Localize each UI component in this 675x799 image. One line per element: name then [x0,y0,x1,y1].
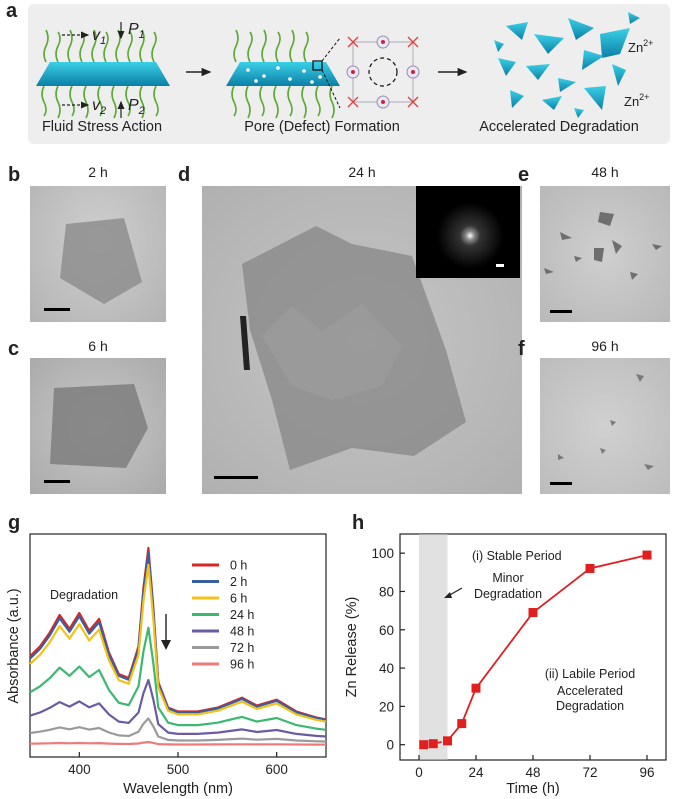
legend-label: 0 h [230,559,247,573]
legend-label: 2 h [230,575,247,589]
uvvis-y-axis-label: Absorbance (a.u.) [6,588,22,703]
legend-label: 48 h [230,625,254,639]
zn-x-tick-label: 72 [582,765,597,780]
degradation-schematic: v1 P1 v2 P2 [36,12,653,119]
zn-y-tick-label: 0 [386,738,394,753]
labile-period-label: (ii) Labile Period [545,667,635,681]
panel-letter-g: g [8,512,21,534]
label-p2: P2 [128,97,145,117]
accelerated-degradation-label-2: Degradation [556,699,624,713]
step-label-fluid-stress: Fluid Stress Action [41,119,163,135]
electron-diffraction-inset [416,186,520,278]
zn-release-series [419,550,652,750]
zn-x-tick-label: 48 [525,765,540,780]
uvvis-absorbance-chart: 400 500 600 0 h 2 h 6 h 24 h 48 h 72 h 96 h Degr… [6,533,327,797]
legend-label: 96 h [230,658,254,672]
minor-degradation-arrow-head [444,592,452,598]
legend-label: 6 h [230,592,247,606]
zn-x-tick-label: 96 [639,765,654,780]
uvvis-x-tick-label: 400 [68,762,91,777]
zn-y-tick-label: 40 [379,661,394,676]
tem-time-f: 96 h [591,338,619,354]
legend-label: 24 h [230,608,254,622]
zn-y-tick-label: 100 [371,546,394,561]
panel-letter-d: d [178,164,191,186]
framework-lattice [346,35,420,109]
spectrum-2h [29,551,327,722]
scale-bar-d [214,476,258,479]
zn-release-point [443,736,452,746]
tem-image-48h [540,186,670,322]
zn-x-ticks: 0 24 48 72 96 [415,755,655,780]
scale-bar-b [44,308,70,311]
zn-y-axis-label: Zn Release (%) [344,597,360,698]
panel-letter-c: c [8,338,20,360]
tem-time-c: 6 h [88,338,108,354]
step-label-pore-formation: Pore (Defect) Formation [244,119,400,135]
scale-bar-f [550,482,572,485]
minor-degradation-label-1: Minor [492,571,523,585]
spectrum-24h [29,626,327,731]
uvvis-x-tick-label: 600 [265,762,288,777]
uvvis-curves [29,546,327,746]
zn-x-axis-label: Time (h) [506,781,559,797]
uvvis-x-ticks: 400 500 600 [68,752,288,777]
zn-ion-label-2: Zn2+ [624,92,649,109]
sheet-fragments [494,12,640,118]
panel-letter-f: f [518,338,525,360]
tem-image-6h [30,358,166,494]
step-label-accelerated-degradation: Accelerated Degradation [479,119,639,135]
zn-ion-label-1: Zn2+ [628,38,653,55]
panel-letter-h: h [352,512,365,534]
zn-release-point [428,739,438,749]
zn-y-tick-label: 60 [379,623,394,638]
label-v1: v1 [92,27,106,47]
uvvis-x-tick-label: 500 [167,762,190,777]
scale-bar-e [550,310,572,313]
spectrum-72h [29,717,327,743]
zn-y-tick-label: 20 [379,699,394,714]
scale-bar-c [44,480,70,483]
legend-label: 72 h [230,641,254,655]
pristine-sheet [36,29,170,119]
tem-image-24h [202,186,522,494]
spectrum-96h [29,740,326,746]
porous-sheet [226,29,341,119]
zn-release-chart: 0 20 40 60 80 100 0 24 48 72 96 (i) Stable Period… [344,533,667,797]
tem-time-d: 24 h [348,164,376,180]
uvvis-x-axis-label: Wavelength (nm) [123,781,233,797]
zn-release-point [471,683,481,693]
tem-time-e: 48 h [591,164,619,180]
spectrum-48h [29,678,327,738]
degradation-arrow-head [161,640,171,650]
tem-image-2h [30,186,166,322]
accelerated-degradation-label-1: Accelerated [557,684,623,698]
zn-x-tick-label: 0 [415,765,423,780]
zn-x-tick-label: 24 [468,765,484,780]
panel-letter-a: a [6,0,18,22]
stable-period-label: (i) Stable Period [472,549,562,563]
stable-period-shading [419,534,448,760]
zn-y-ticks: 0 20 40 60 80 100 [371,546,405,753]
zn-release-point [585,563,595,573]
zn-release-point [642,550,652,560]
label-p1: P1 [128,21,145,41]
zn-y-tick-label: 80 [379,584,394,599]
zn-release-point [528,608,538,618]
uvvis-plot-frame [29,533,327,758]
tem-time-b: 2 h [88,164,108,180]
spectrum-6h [29,563,327,723]
panel-letter-e: e [518,164,530,186]
zn-release-point [419,740,429,750]
degradation-annotation: Degradation [50,588,118,602]
zn-release-point [457,719,467,729]
uvvis-legend: 0 h 2 h 6 h 24 h 48 h 72 h 96 h [192,559,254,672]
inset-scale-bar [496,264,504,267]
minor-degradation-label-2: Degradation [474,587,542,601]
label-v2: v2 [92,97,106,117]
tem-image-96h [540,358,670,494]
panel-letter-b: b [8,164,21,186]
